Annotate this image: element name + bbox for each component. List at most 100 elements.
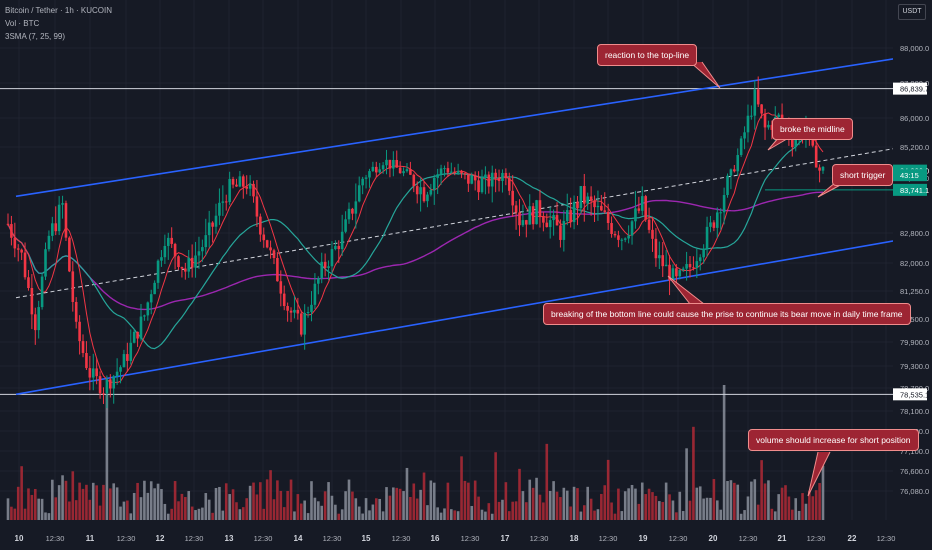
- volume-bar: [494, 452, 497, 520]
- candle-body: [122, 354, 126, 368]
- price-tag: [893, 183, 927, 196]
- candle-body: [760, 104, 763, 114]
- candle-body: [548, 220, 552, 228]
- volume-bar: [293, 511, 296, 520]
- volume-bar: [525, 502, 528, 520]
- volume-bar: [456, 511, 460, 520]
- volume-bar: [439, 512, 443, 520]
- candle-body: [180, 267, 184, 269]
- volume-bar: [16, 486, 20, 520]
- candle-body: [644, 196, 647, 220]
- candle-body: [436, 174, 439, 178]
- ma-indicator-label[interactable]: 3SMA (7, 25, 99): [5, 32, 66, 41]
- candle-body: [627, 235, 630, 239]
- volume-bar: [88, 499, 92, 520]
- candle-body: [589, 196, 593, 201]
- symbol-title[interactable]: Bitcoin / Tether · 1h · KUCOIN: [5, 6, 112, 15]
- volume-bar: [235, 502, 238, 520]
- time-tick-label: 12:30: [739, 534, 758, 543]
- candle-body: [392, 159, 395, 169]
- volume-bar: [201, 507, 204, 520]
- volume-bar: [436, 507, 439, 520]
- volume-bar: [463, 480, 467, 520]
- candle-body: [593, 200, 596, 208]
- volume-bar: [739, 513, 743, 520]
- candle-body: [368, 171, 371, 178]
- candle-body: [64, 203, 68, 238]
- volume-bar: [95, 485, 98, 520]
- candle-body: [207, 222, 211, 236]
- price-tick-label: 82,800.0: [900, 229, 929, 238]
- candle-body: [388, 159, 392, 169]
- volume-bar: [797, 510, 801, 520]
- volume-bar: [139, 497, 143, 520]
- volume-bar: [559, 497, 562, 520]
- candle-body: [6, 223, 10, 225]
- candle-body: [709, 222, 712, 227]
- candle-body: [44, 249, 47, 277]
- candle-body: [695, 261, 699, 269]
- candle-body: [664, 264, 668, 267]
- candle-body: [514, 205, 518, 213]
- candle-body: [675, 268, 678, 277]
- candle-body: [794, 138, 798, 148]
- volume-bar: [364, 498, 368, 520]
- candle-body: [634, 208, 637, 222]
- volume-bar: [37, 498, 40, 520]
- volume-bar: [320, 505, 324, 520]
- candle-body: [640, 196, 644, 211]
- candle-body: [262, 234, 266, 241]
- volume-bar: [756, 504, 760, 520]
- candle-body: [409, 169, 412, 175]
- volume-bar: [313, 497, 317, 520]
- candle-body: [606, 211, 610, 224]
- candle-body: [647, 219, 651, 230]
- volume-bar: [78, 482, 81, 520]
- volume-bar: [773, 511, 777, 520]
- horizontal-levels: [0, 88, 893, 395]
- candle-body: [531, 206, 535, 225]
- volume-bar: [262, 508, 266, 520]
- volume-bar: [126, 500, 129, 520]
- volume-bar: [600, 493, 603, 520]
- volume-bar: [767, 480, 770, 520]
- volume-bar: [98, 505, 102, 520]
- candle-body: [736, 155, 740, 172]
- candle-body: [166, 237, 170, 246]
- candle-body: [692, 267, 695, 269]
- currency-button[interactable]: USDT: [898, 4, 926, 20]
- volume-indicator-label[interactable]: Vol · BTC: [5, 19, 40, 28]
- price-tick-label: 77,100.0: [900, 447, 929, 456]
- volume-bar: [392, 487, 395, 520]
- volume-bar: [791, 509, 794, 520]
- volume-bar: [74, 500, 78, 520]
- candle-body: [562, 220, 566, 240]
- volume-bar: [733, 482, 736, 520]
- time-tick-label: 20: [709, 534, 718, 543]
- candle-body: [296, 309, 300, 314]
- volume-bar: [586, 486, 590, 520]
- time-tick-label: 12:30: [117, 534, 136, 543]
- volume-bar: [446, 482, 450, 520]
- volume-bar: [347, 479, 351, 520]
- volume-bar: [388, 495, 392, 520]
- volume-bar: [303, 500, 306, 520]
- candle-body: [61, 203, 64, 205]
- candle-body: [74, 301, 78, 322]
- candle-body: [504, 172, 508, 179]
- volume-bar: [371, 504, 375, 520]
- time-tick-label: 22: [848, 534, 857, 543]
- volume-bar: [197, 508, 201, 520]
- time-tick-label: 12: [156, 534, 165, 543]
- time-tick-label: 12:30: [46, 534, 65, 543]
- candle-body: [173, 243, 177, 257]
- candle-body: [197, 251, 201, 256]
- volume-bar: [627, 488, 630, 520]
- candle-body: [791, 138, 794, 148]
- volume-bar: [64, 480, 68, 520]
- time-tick-label: 12:30: [877, 534, 896, 543]
- time-tick-label: 21: [778, 534, 787, 543]
- volume-bar: [282, 507, 286, 520]
- volume-bar: [6, 498, 10, 520]
